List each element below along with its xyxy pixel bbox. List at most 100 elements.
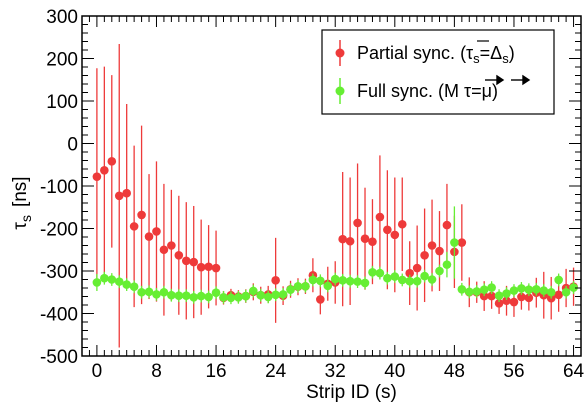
x-tick-label: 48 — [444, 361, 465, 382]
data-point — [554, 275, 563, 285]
data-point — [122, 280, 131, 289]
data-point — [405, 276, 415, 286]
x-axis-title: Strip ID (s) — [306, 382, 397, 403]
data-point — [375, 268, 385, 278]
data-point — [100, 165, 109, 175]
y-tick-label: -300 — [40, 262, 78, 283]
legend-full-label: Full sync. — [357, 81, 433, 101]
data-point — [286, 285, 295, 295]
data-point — [435, 246, 444, 256]
y-axis-symbol: τ — [10, 222, 31, 230]
data-point — [360, 234, 370, 243]
data-point — [345, 276, 355, 286]
data-point — [539, 286, 549, 295]
data-point — [412, 276, 422, 286]
data-point — [278, 290, 288, 299]
data-point — [546, 287, 556, 297]
data-point — [353, 218, 362, 228]
data-point — [189, 257, 199, 267]
chart-marks — [92, 44, 578, 348]
data-point — [509, 286, 519, 295]
legend-entry-partial-sync: Partial sync. (τs=Δs) — [335, 40, 515, 66]
x-tick-label: 56 — [503, 361, 524, 382]
y-tick-label: 300 — [46, 7, 78, 28]
svg-text:τs[ns]: τs [ns] — [10, 176, 34, 229]
data-point — [338, 276, 347, 285]
data-point — [152, 227, 161, 236]
x-tick-label: 32 — [325, 361, 346, 382]
data-point — [368, 267, 377, 277]
data-point — [241, 291, 251, 301]
data-point — [226, 293, 236, 303]
y-axis-subscript: s — [18, 215, 34, 222]
data-point — [442, 220, 452, 230]
data-point — [204, 292, 213, 302]
data-point — [92, 172, 102, 181]
data-point — [412, 263, 422, 273]
data-point — [390, 230, 400, 240]
data-point — [114, 277, 124, 286]
data-point — [509, 297, 519, 307]
data-point — [524, 285, 534, 295]
legend-entry-full-sync: Full sync. (M τ=μ) — [335, 74, 531, 104]
data-point — [517, 284, 526, 293]
legend-partial-marker — [335, 48, 345, 58]
data-point — [494, 291, 504, 300]
data-point — [248, 286, 258, 296]
y-axis-unit: [ns] — [10, 176, 31, 207]
legend-full-marker — [335, 86, 345, 96]
x-tick-label: 8 — [151, 361, 162, 382]
data-point — [122, 188, 131, 198]
y-tick-label: -400 — [40, 305, 78, 326]
data-point — [375, 212, 385, 222]
y-tick-label: -100 — [40, 177, 78, 198]
data-point — [234, 293, 243, 302]
data-point — [308, 275, 318, 285]
data-point — [390, 272, 400, 281]
x-tick-label: 16 — [205, 361, 226, 382]
data-point — [427, 241, 437, 250]
legend-vector-arrows — [485, 74, 531, 86]
data-point — [167, 290, 176, 300]
data-point — [457, 238, 467, 247]
svg-text:Full sync. (M τ=μ): Full sync. (M τ=μ) — [357, 81, 498, 101]
data-point — [263, 292, 273, 302]
data-point — [167, 241, 176, 250]
y-tick-label: -500 — [40, 347, 78, 368]
data-point — [129, 282, 139, 292]
data-point — [360, 278, 370, 288]
data-point — [397, 219, 407, 229]
data-point — [196, 291, 206, 301]
data-point — [472, 287, 482, 296]
data-point — [204, 262, 213, 272]
series-full-sync — [92, 206, 578, 305]
y-tick-label: 100 — [46, 92, 78, 113]
data-point — [293, 282, 303, 291]
data-point — [92, 278, 102, 287]
data-point — [561, 287, 571, 297]
data-point — [435, 266, 444, 276]
data-point — [330, 274, 340, 284]
data-point — [524, 293, 534, 303]
data-point — [159, 287, 169, 297]
data-point — [450, 238, 459, 247]
data-point — [189, 293, 199, 302]
data-point — [181, 256, 191, 266]
data-point — [457, 284, 467, 294]
data-point — [502, 296, 511, 306]
legend-box — [321, 29, 555, 115]
data-point — [464, 287, 474, 297]
data-point — [427, 275, 437, 284]
data-point — [219, 293, 228, 302]
x-tick-label: 0 — [92, 361, 103, 382]
data-point — [502, 289, 511, 298]
data-point — [107, 275, 117, 284]
data-point — [338, 234, 347, 244]
data-point — [345, 236, 355, 246]
data-point — [383, 273, 392, 283]
data-point — [397, 275, 407, 285]
data-point — [152, 290, 161, 299]
data-point — [494, 299, 504, 308]
svg-text:Partial sync. (τs=Δs): Partial sync. (τs=Δs) — [357, 43, 515, 66]
legend-partial-label: Partial sync. — [357, 43, 455, 63]
